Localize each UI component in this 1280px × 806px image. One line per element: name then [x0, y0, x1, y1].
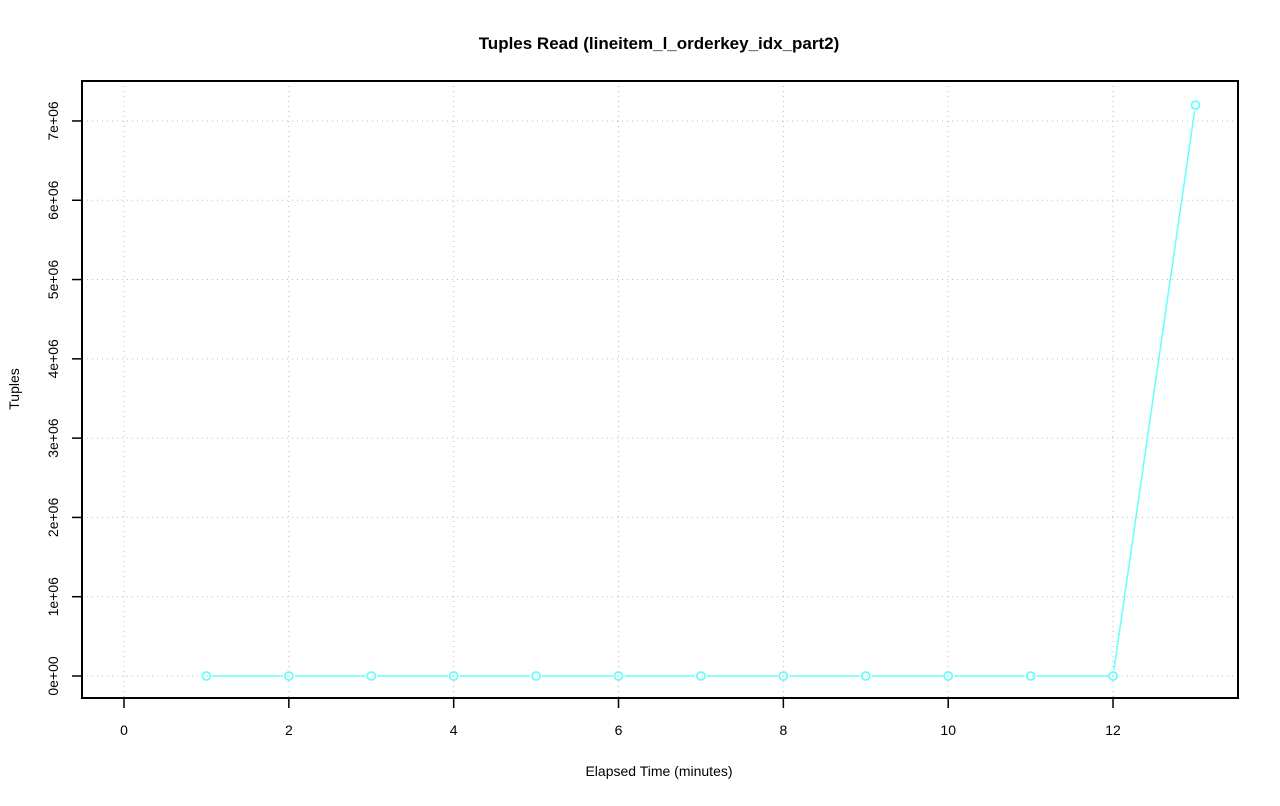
data-point — [778, 671, 789, 681]
axes: 0 2 4 6 8 10 12 0e+00 1e+06 2e+06 3e+06 4e+06 5e+06 6… — [45, 101, 1121, 738]
x-tick-label: 8 — [779, 722, 787, 738]
data-point — [1108, 671, 1118, 681]
x-tick-label: 12 — [1105, 722, 1121, 738]
data-point — [283, 671, 294, 681]
y-tick-label: 0e+00 — [45, 656, 61, 696]
grid — [82, 81, 1238, 698]
y-tick-label: 3e+06 — [45, 418, 61, 458]
data-point — [943, 671, 954, 681]
data-point — [613, 671, 624, 681]
y-tick-label: 4e+06 — [45, 339, 61, 379]
data-point — [860, 671, 871, 681]
x-tick-label: 2 — [285, 722, 293, 738]
x-tick-label: 6 — [615, 722, 623, 738]
data-point — [696, 671, 706, 681]
y-tick-label: 5e+06 — [45, 260, 61, 300]
data-point — [1190, 100, 1201, 111]
data-point — [448, 671, 459, 681]
chart-title: Tuples Read (lineitem_l_orderkey_idx_par… — [479, 34, 840, 53]
x-axis-label: Elapsed Time (minutes) — [585, 763, 732, 779]
y-axis-label: Tuples — [6, 368, 22, 410]
y-tick-label: 1e+06 — [45, 577, 61, 617]
plot-box — [81, 80, 1239, 699]
series-segment — [1113, 110, 1196, 671]
data-point — [531, 671, 541, 681]
x-tick-label: 0 — [120, 722, 128, 738]
x-tick-label: 10 — [940, 722, 956, 738]
y-tick-label: 7e+06 — [45, 101, 61, 141]
data-point — [366, 671, 377, 681]
data-point — [201, 671, 212, 681]
x-tick-label: 4 — [450, 722, 458, 738]
y-tick-label: 2e+06 — [45, 498, 61, 538]
y-tick-label: 6e+06 — [45, 180, 61, 220]
series — [201, 100, 1201, 681]
data-point — [1025, 671, 1036, 681]
